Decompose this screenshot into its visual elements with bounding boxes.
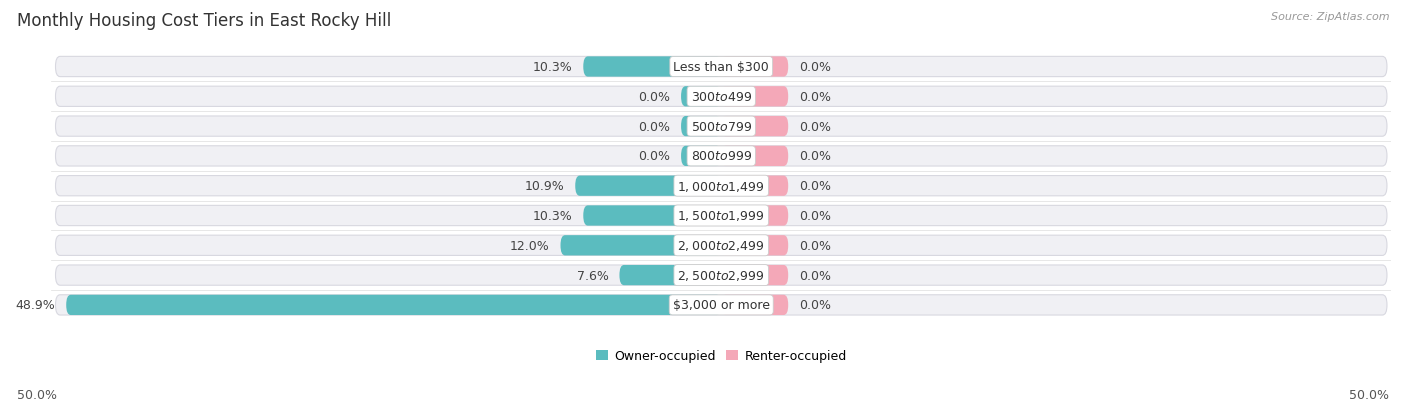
Text: 0.0%: 0.0% bbox=[799, 150, 831, 163]
FancyBboxPatch shape bbox=[55, 295, 1386, 315]
FancyBboxPatch shape bbox=[721, 265, 789, 285]
Text: $2,000 to $2,499: $2,000 to $2,499 bbox=[678, 239, 765, 253]
Text: 12.0%: 12.0% bbox=[510, 239, 550, 252]
Text: Less than $300: Less than $300 bbox=[673, 61, 769, 74]
FancyBboxPatch shape bbox=[561, 235, 721, 256]
Text: 0.0%: 0.0% bbox=[799, 239, 831, 252]
FancyBboxPatch shape bbox=[55, 176, 1386, 196]
FancyBboxPatch shape bbox=[55, 117, 1386, 137]
Text: $500 to $799: $500 to $799 bbox=[690, 120, 752, 133]
FancyBboxPatch shape bbox=[721, 295, 789, 315]
FancyBboxPatch shape bbox=[583, 57, 721, 77]
FancyBboxPatch shape bbox=[721, 57, 789, 77]
Text: 7.6%: 7.6% bbox=[576, 269, 609, 282]
Text: 0.0%: 0.0% bbox=[799, 61, 831, 74]
FancyBboxPatch shape bbox=[55, 57, 1386, 77]
FancyBboxPatch shape bbox=[55, 146, 1386, 166]
FancyBboxPatch shape bbox=[66, 295, 721, 315]
FancyBboxPatch shape bbox=[55, 206, 1386, 226]
Text: 50.0%: 50.0% bbox=[17, 388, 56, 401]
FancyBboxPatch shape bbox=[681, 87, 721, 107]
Text: 10.3%: 10.3% bbox=[533, 209, 572, 223]
FancyBboxPatch shape bbox=[55, 235, 1386, 256]
FancyBboxPatch shape bbox=[55, 265, 1386, 285]
Text: 0.0%: 0.0% bbox=[799, 299, 831, 312]
Text: 50.0%: 50.0% bbox=[1350, 388, 1389, 401]
Text: 10.9%: 10.9% bbox=[524, 180, 565, 193]
Text: 0.0%: 0.0% bbox=[638, 90, 671, 104]
Text: 0.0%: 0.0% bbox=[799, 209, 831, 223]
Text: $3,000 or more: $3,000 or more bbox=[672, 299, 769, 312]
Text: $1,000 to $1,499: $1,000 to $1,499 bbox=[678, 179, 765, 193]
Text: 0.0%: 0.0% bbox=[638, 150, 671, 163]
FancyBboxPatch shape bbox=[55, 87, 1386, 107]
FancyBboxPatch shape bbox=[721, 146, 789, 166]
FancyBboxPatch shape bbox=[721, 117, 789, 137]
Text: $2,500 to $2,999: $2,500 to $2,999 bbox=[678, 268, 765, 282]
Text: $300 to $499: $300 to $499 bbox=[690, 90, 752, 104]
FancyBboxPatch shape bbox=[583, 206, 721, 226]
Text: Monthly Housing Cost Tiers in East Rocky Hill: Monthly Housing Cost Tiers in East Rocky… bbox=[17, 12, 391, 30]
FancyBboxPatch shape bbox=[721, 87, 789, 107]
Text: 10.3%: 10.3% bbox=[533, 61, 572, 74]
FancyBboxPatch shape bbox=[681, 117, 721, 137]
Legend: Owner-occupied, Renter-occupied: Owner-occupied, Renter-occupied bbox=[596, 349, 846, 363]
FancyBboxPatch shape bbox=[721, 235, 789, 256]
FancyBboxPatch shape bbox=[721, 206, 789, 226]
Text: 0.0%: 0.0% bbox=[799, 120, 831, 133]
Text: $1,500 to $1,999: $1,500 to $1,999 bbox=[678, 209, 765, 223]
Text: 48.9%: 48.9% bbox=[15, 299, 55, 312]
Text: 0.0%: 0.0% bbox=[799, 90, 831, 104]
FancyBboxPatch shape bbox=[575, 176, 721, 196]
Text: Source: ZipAtlas.com: Source: ZipAtlas.com bbox=[1271, 12, 1389, 22]
FancyBboxPatch shape bbox=[721, 176, 789, 196]
Text: 0.0%: 0.0% bbox=[799, 269, 831, 282]
Text: 0.0%: 0.0% bbox=[638, 120, 671, 133]
Text: 0.0%: 0.0% bbox=[799, 180, 831, 193]
FancyBboxPatch shape bbox=[681, 146, 721, 166]
Text: $800 to $999: $800 to $999 bbox=[690, 150, 752, 163]
FancyBboxPatch shape bbox=[620, 265, 721, 285]
